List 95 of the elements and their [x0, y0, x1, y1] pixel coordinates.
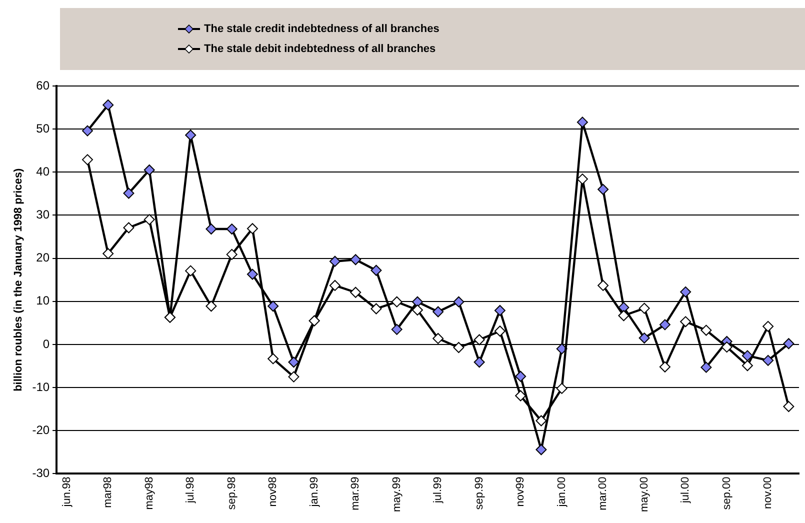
x-tick-label: nov98 [267, 476, 280, 507]
point [185, 265, 196, 276]
point [721, 342, 732, 353]
point [659, 319, 670, 330]
point [494, 304, 506, 316]
x-tick-label: jul.00 [680, 476, 692, 504]
point [350, 286, 362, 298]
point [783, 338, 794, 350]
point [576, 174, 588, 185]
y-tick-label: 50 [36, 121, 50, 136]
point [412, 296, 423, 308]
x-tick-label: may.99 [390, 476, 403, 512]
point [144, 214, 155, 226]
x-tick-label: mar98 [102, 476, 114, 508]
point [391, 324, 402, 335]
point [680, 286, 692, 298]
x-tick-label: sep.99 [473, 476, 486, 510]
point [102, 248, 114, 260]
x-tick-label: may.00 [638, 476, 650, 512]
y-tick-label: 30 [36, 208, 50, 222]
y-tick-label: 60 [36, 78, 50, 92]
point [515, 370, 526, 382]
point [453, 342, 464, 354]
point [700, 362, 712, 373]
y-tick-label: -10 [32, 380, 50, 394]
point [370, 264, 382, 276]
point [206, 224, 217, 235]
legend-label: The stale credit indebtedness of all branches [204, 23, 440, 35]
point [329, 256, 340, 267]
point [598, 184, 609, 195]
x-tick-label: jan.99 [308, 476, 320, 508]
y-tick-label: 40 [36, 164, 50, 178]
x-tick-label: jan.00 [556, 476, 568, 508]
point [556, 382, 568, 394]
point [680, 316, 692, 328]
point [453, 296, 464, 308]
point [288, 356, 300, 368]
point [762, 354, 774, 366]
point [762, 320, 774, 332]
point [659, 361, 670, 372]
point [144, 164, 155, 176]
y-axis-title: billion roubles (in the January 1998 prices) [12, 168, 25, 392]
x-tick-label: sep.00 [720, 476, 733, 510]
point [783, 401, 794, 412]
point [268, 300, 279, 312]
point [391, 296, 402, 308]
y-tick-label: -30 [32, 466, 50, 480]
point [329, 280, 340, 291]
point [226, 248, 238, 260]
point [432, 306, 444, 318]
point [206, 300, 217, 312]
x-tick-label: nov.00 [762, 476, 774, 509]
x-tick-label: mar.00 [597, 476, 610, 510]
point [412, 304, 423, 316]
point [246, 268, 258, 280]
point [536, 444, 547, 456]
y-tick-label: 20 [36, 250, 50, 265]
point [494, 326, 506, 337]
point [432, 332, 444, 344]
point [515, 390, 526, 402]
point [576, 116, 588, 128]
point [618, 310, 630, 322]
point [638, 332, 650, 344]
point [82, 125, 93, 136]
point [123, 188, 134, 199]
x-tick-label: may98 [143, 476, 156, 510]
y-tick-label: -20 [32, 422, 50, 437]
x-tick-label: jul.98 [184, 476, 197, 504]
x-tick-label: nov99 [514, 476, 527, 507]
point [536, 415, 547, 426]
point [556, 343, 568, 354]
x-tick-label: mar.99 [350, 476, 362, 510]
point [700, 324, 712, 336]
point [226, 224, 238, 235]
point [288, 371, 300, 382]
point [474, 334, 485, 346]
point [742, 350, 753, 362]
point [185, 130, 196, 141]
point [638, 302, 650, 314]
point [268, 353, 279, 364]
x-tick-label: jun.98 [60, 476, 73, 508]
point [370, 303, 382, 314]
point [350, 254, 362, 266]
point [123, 222, 134, 234]
legend-label: The stale debit indebtedness of all branches [204, 43, 436, 55]
point [246, 223, 258, 234]
x-tick-label: sep.98 [226, 476, 238, 510]
y-tick-label: 10 [36, 294, 50, 308]
point [474, 356, 485, 368]
point [82, 154, 93, 166]
point [742, 360, 753, 372]
y-tick-label: 0 [42, 336, 50, 351]
point [102, 99, 114, 110]
x-tick-label: jul.99 [432, 476, 444, 504]
point [598, 280, 609, 291]
